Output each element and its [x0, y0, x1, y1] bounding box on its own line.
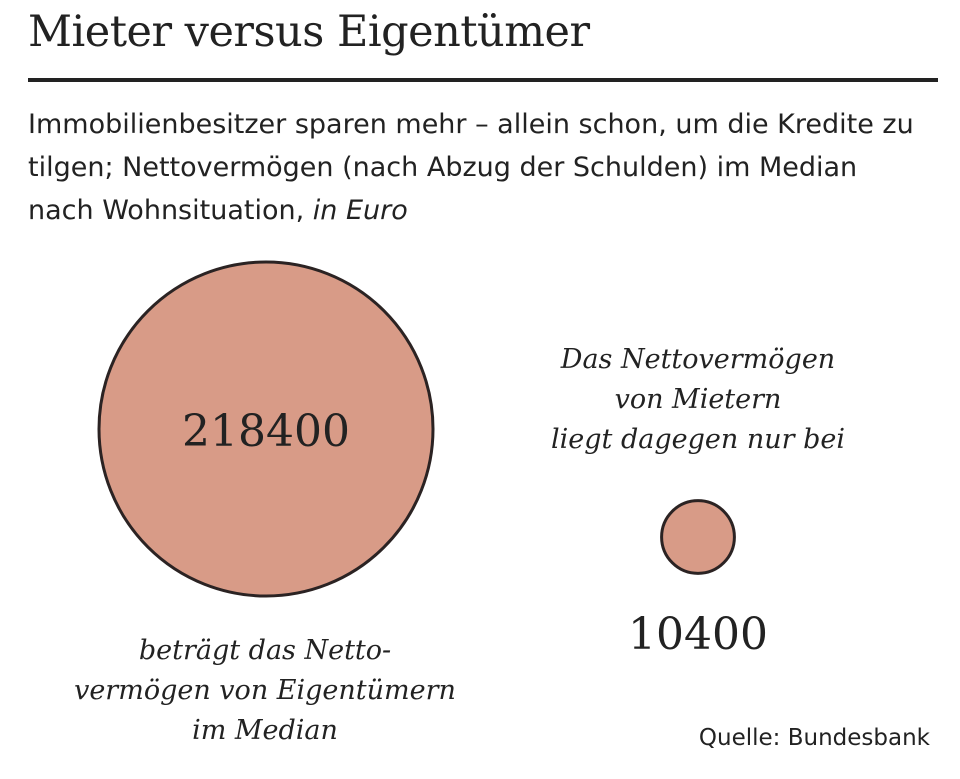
value-label-eigentuemer: 218400: [182, 406, 350, 457]
annotation-mieter: Das Nettovermögen von Mietern liegt dage…: [550, 344, 845, 455]
source-note: Quelle: Bundesbank: [698, 725, 930, 751]
bubble-mieter: [660, 499, 736, 575]
value-label-mieter: 10400: [628, 609, 768, 660]
chart-subtitle: Immobilienbesitzer sparen mehr – allein …: [28, 103, 928, 232]
title-divider: [28, 78, 938, 82]
annotation-eigentuemer: beträgt das Netto- vermögen von Eigentüm…: [74, 635, 456, 746]
bubble-eigentuemer: [97, 260, 435, 598]
unit-label: in Euro: [312, 195, 408, 226]
subtitle-text: Immobilienbesitzer sparen mehr – allein …: [28, 109, 914, 226]
chart-title: Mieter versus Eigentümer: [28, 7, 590, 57]
